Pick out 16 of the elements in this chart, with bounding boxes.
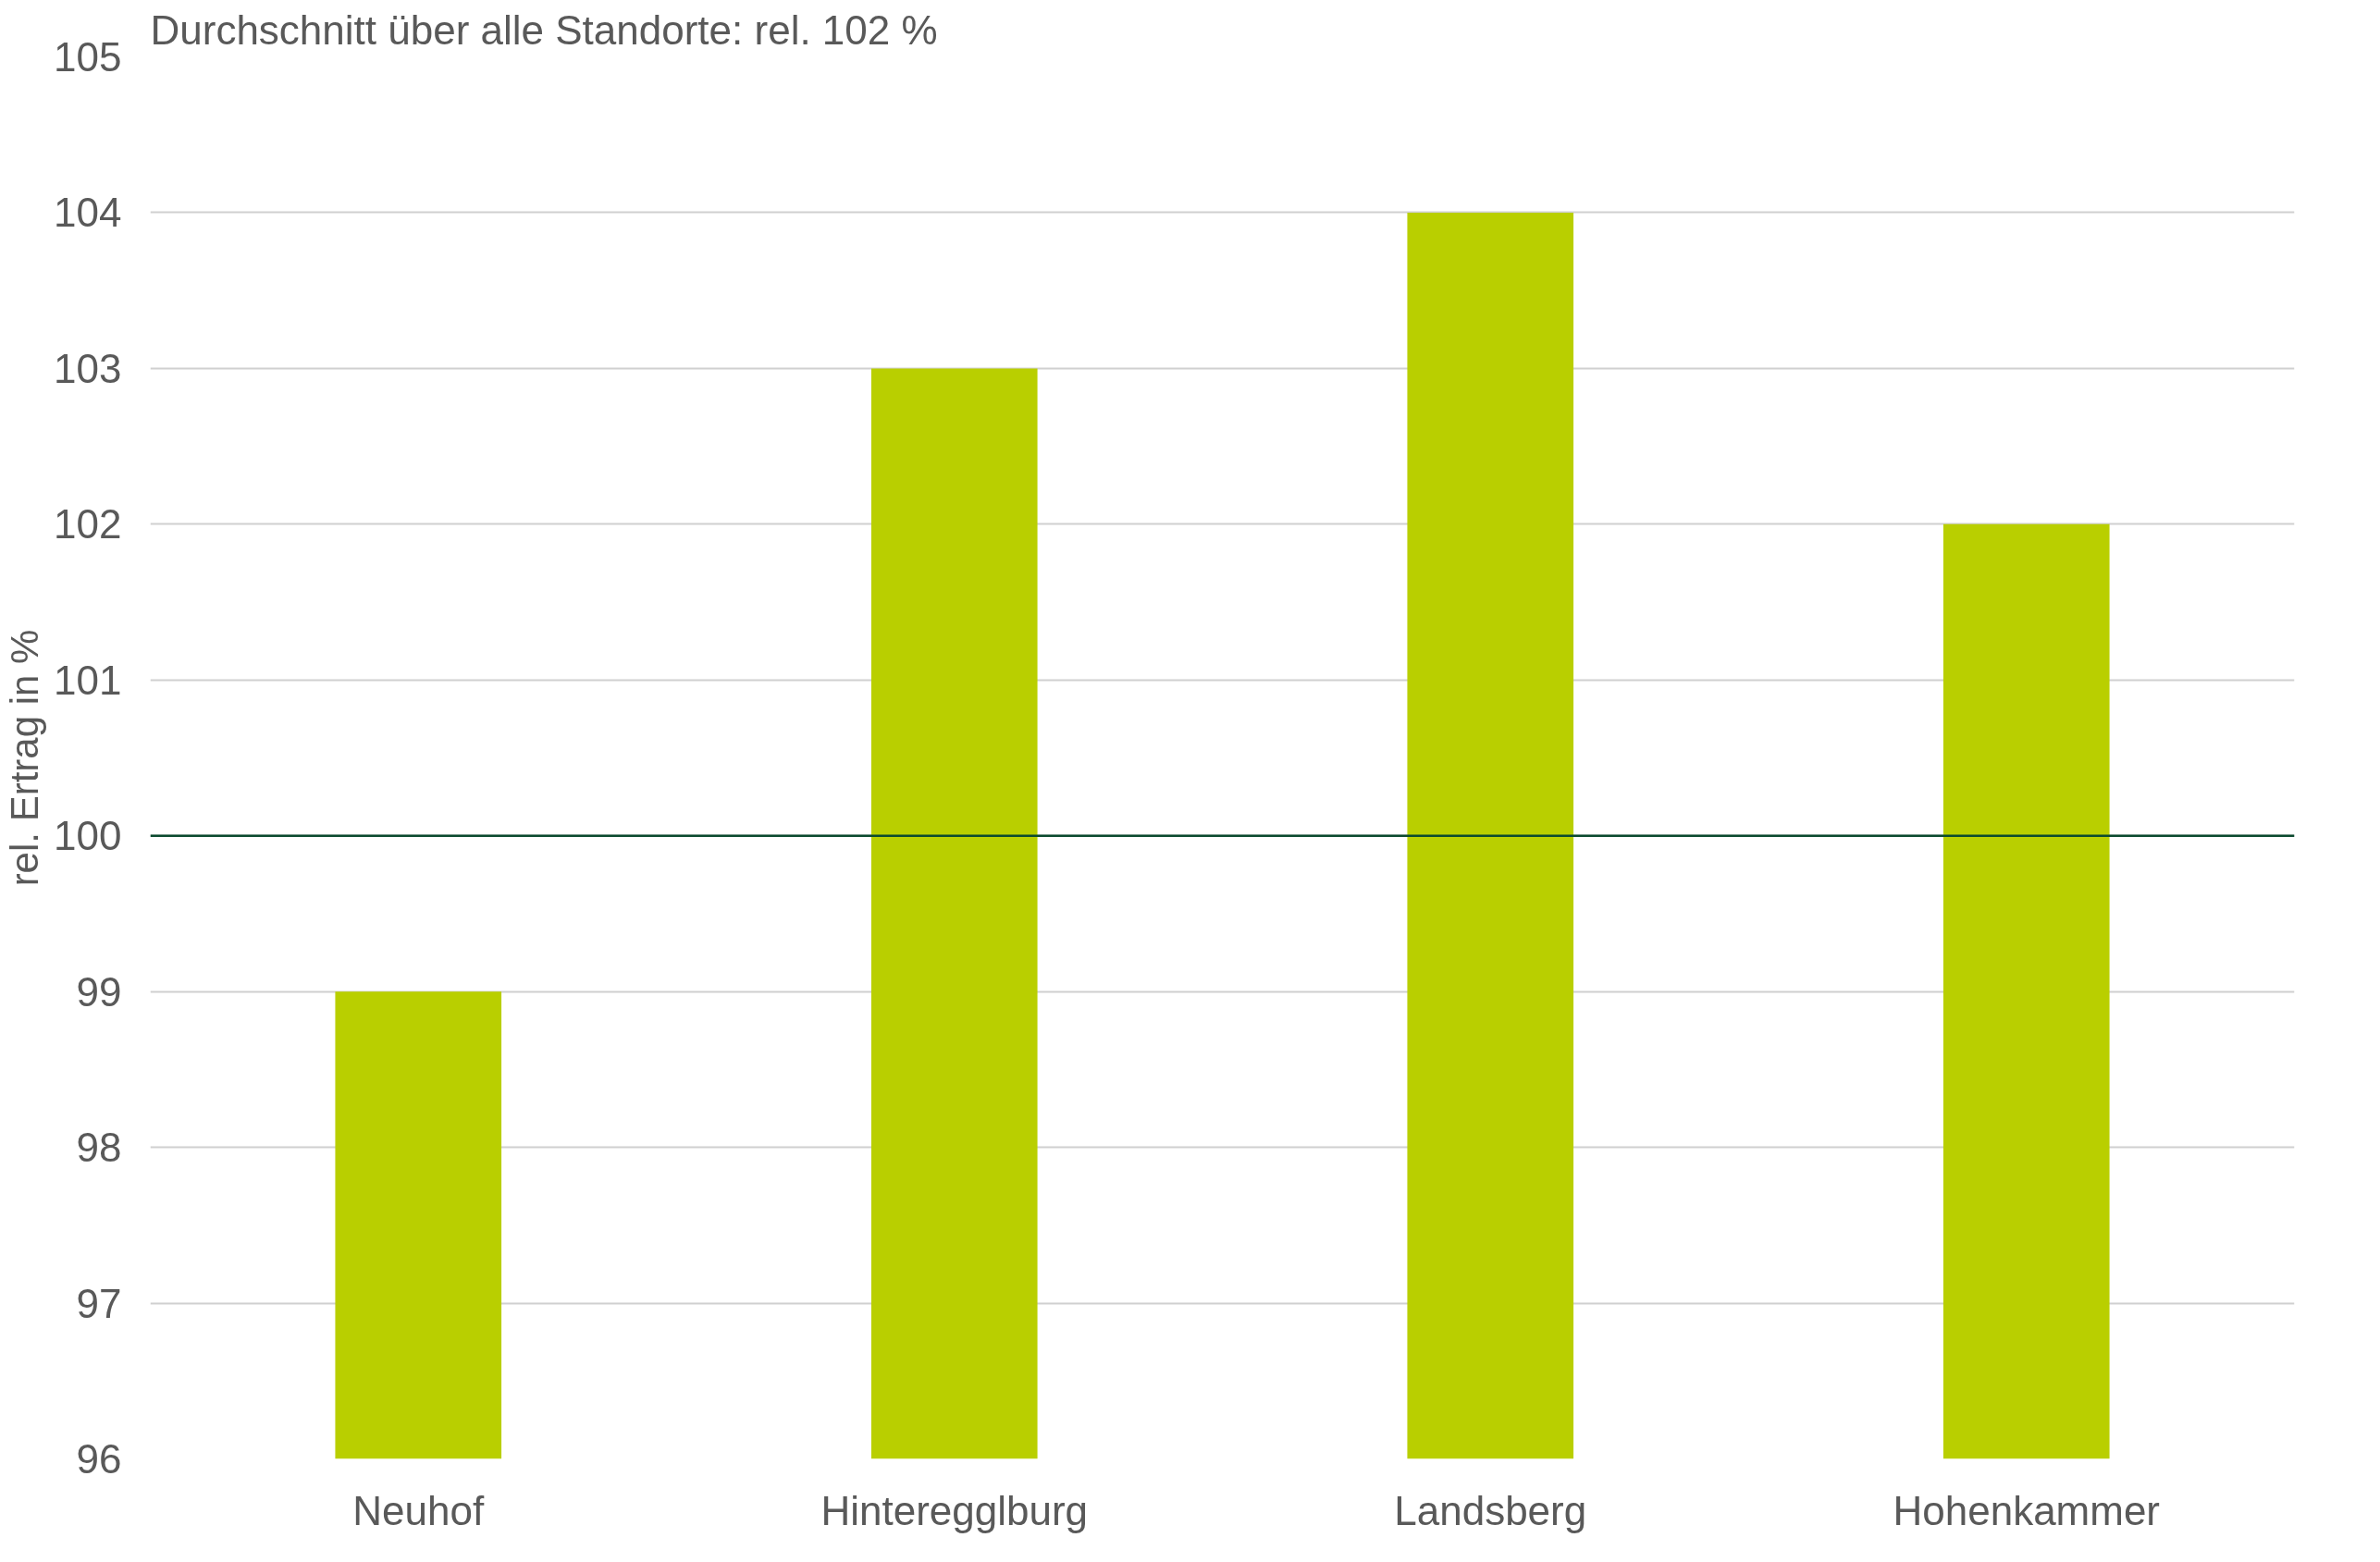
y-tick-label: 103 (54, 345, 122, 391)
y-tick-label: 96 (76, 1436, 122, 1482)
y-axis-title: rel. Ertrag in % (3, 629, 47, 887)
x-tick-label: Hohenkammer (1893, 1487, 2161, 1533)
x-tick-label: Landsberg (1394, 1487, 1587, 1533)
y-tick-label: 99 (76, 968, 122, 1015)
x-tick-label: Hinteregglburg (820, 1487, 1089, 1533)
y-tick-label: 104 (54, 190, 122, 236)
y-tick-label: 97 (76, 1280, 122, 1326)
y-tick-label: 100 (54, 813, 122, 859)
y-tick-label: 105 (54, 34, 122, 80)
x-tick-label: Neuhof (352, 1487, 485, 1533)
y-tick-label: 98 (76, 1125, 122, 1171)
text: Durchschnitt über alle Standorte: rel. 102 % (150, 6, 938, 53)
y-tick-label: 101 (54, 657, 122, 703)
y-tick-label: 102 (54, 501, 122, 547)
